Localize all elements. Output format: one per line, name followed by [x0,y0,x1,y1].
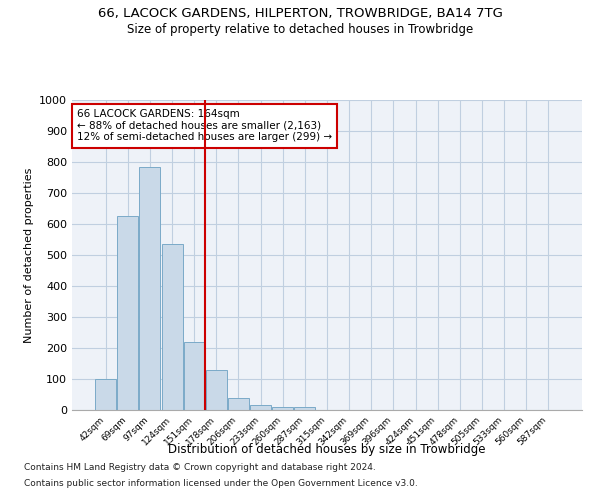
Bar [139,166,160,410]
Text: 66, LACOCK GARDENS, HILPERTON, TROWBRIDGE, BA14 7TG: 66, LACOCK GARDENS, HILPERTON, TROWBRIDG… [98,8,502,20]
Bar [95,379,116,410]
Bar [161,244,182,410]
Bar [184,342,205,410]
Text: Contains HM Land Registry data © Crown copyright and database right 2024.: Contains HM Land Registry data © Crown c… [24,464,376,472]
Text: Size of property relative to detached houses in Trowbridge: Size of property relative to detached ho… [127,22,473,36]
Bar [118,216,139,410]
Text: Contains public sector information licensed under the Open Government Licence v3: Contains public sector information licen… [24,478,418,488]
Bar [272,407,293,410]
Text: 66 LACOCK GARDENS: 164sqm
← 88% of detached houses are smaller (2,163)
12% of se: 66 LACOCK GARDENS: 164sqm ← 88% of detac… [77,110,332,142]
Text: Distribution of detached houses by size in Trowbridge: Distribution of detached houses by size … [168,442,486,456]
Bar [206,370,227,410]
Bar [228,398,249,410]
Bar [250,406,271,410]
Bar [295,407,316,410]
Y-axis label: Number of detached properties: Number of detached properties [23,168,34,342]
